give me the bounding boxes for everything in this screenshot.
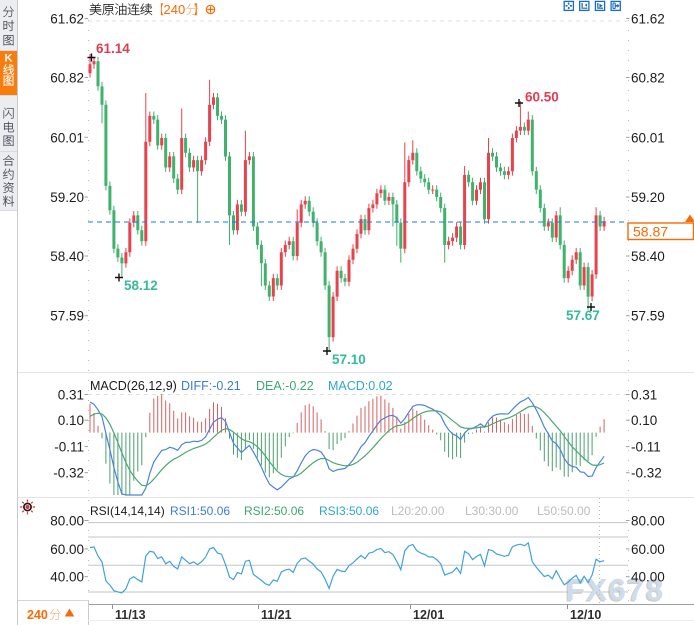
svg-text:58.87: 58.87 [633, 224, 668, 240]
svg-text:58.12: 58.12 [124, 278, 158, 293]
svg-text:L50:50.00: L50:50.00 [537, 504, 591, 518]
svg-text:MACD:0.02: MACD:0.02 [328, 379, 393, 393]
svg-text:60.00: 60.00 [50, 542, 84, 557]
svg-text:60.82: 60.82 [50, 71, 84, 86]
svg-text:11/13: 11/13 [115, 608, 146, 622]
svg-text:60.50: 60.50 [525, 90, 559, 105]
svg-text:80.00: 80.00 [50, 514, 84, 529]
svg-text:RSI2:50.06: RSI2:50.06 [244, 504, 304, 518]
svg-text:59.20: 59.20 [631, 190, 665, 205]
svg-text:11/21: 11/21 [261, 608, 292, 622]
svg-text:K: K [5, 53, 13, 65]
svg-text:80.00: 80.00 [631, 514, 665, 529]
svg-text:60.01: 60.01 [631, 130, 665, 145]
svg-text:DEA:-0.22: DEA:-0.22 [256, 379, 314, 393]
svg-text:12/10: 12/10 [570, 608, 601, 622]
svg-text:57.10: 57.10 [332, 352, 366, 367]
svg-text:61.62: 61.62 [631, 12, 665, 27]
svg-text:58.40: 58.40 [50, 249, 84, 264]
svg-text:57.59: 57.59 [631, 309, 665, 324]
svg-text:MACD(26,12,9): MACD(26,12,9) [90, 379, 177, 393]
svg-text:-0.32: -0.32 [53, 466, 84, 481]
svg-text:40.00: 40.00 [50, 570, 84, 585]
svg-text:0.10: 0.10 [58, 413, 84, 428]
svg-text:57.67: 57.67 [566, 308, 600, 323]
svg-text:57.59: 57.59 [50, 309, 84, 324]
svg-text:40.00: 40.00 [631, 570, 665, 585]
svg-text:0.10: 0.10 [631, 413, 657, 428]
svg-text:12/01: 12/01 [413, 608, 444, 622]
svg-text:58.40: 58.40 [631, 249, 665, 264]
svg-text:60.00: 60.00 [631, 542, 665, 557]
svg-text:FX678: FX678 [565, 574, 664, 609]
svg-text:59.20: 59.20 [50, 190, 84, 205]
svg-text:-0.11: -0.11 [54, 440, 84, 455]
svg-text:240: 240 [164, 2, 186, 17]
svg-text:240: 240 [27, 608, 48, 622]
svg-text:0.31: 0.31 [631, 388, 657, 403]
svg-text:RSI1:50.06: RSI1:50.06 [170, 504, 230, 518]
svg-text:61.62: 61.62 [50, 12, 84, 27]
svg-text:RSI(14,14,14): RSI(14,14,14) [90, 504, 165, 518]
svg-text:L30:30.00: L30:30.00 [465, 504, 519, 518]
svg-text:60.82: 60.82 [631, 71, 665, 86]
svg-text:61.14: 61.14 [96, 41, 130, 56]
svg-text:FX678: FX678 [566, 572, 665, 607]
svg-text:RSI3:50.06: RSI3:50.06 [319, 504, 379, 518]
svg-text:60.01: 60.01 [50, 130, 84, 145]
svg-text:L20:20.00: L20:20.00 [391, 504, 445, 518]
svg-text:-0.11: -0.11 [631, 440, 661, 455]
svg-text:DIFF:-0.21: DIFF:-0.21 [181, 379, 241, 393]
svg-text:-0.32: -0.32 [631, 466, 662, 481]
svg-text:0.31: 0.31 [58, 388, 84, 403]
